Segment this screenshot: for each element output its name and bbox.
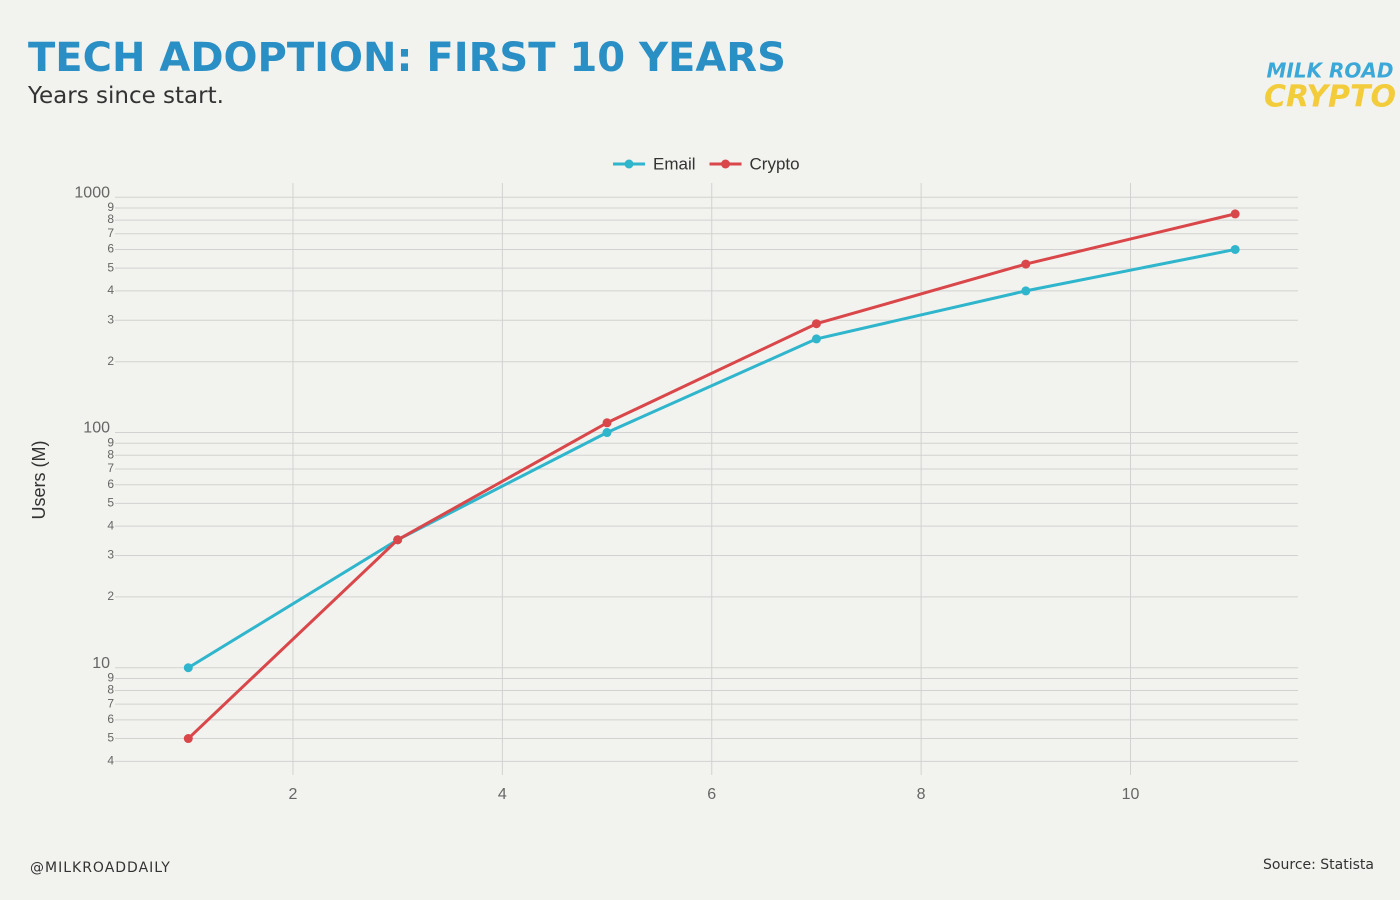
data-point	[1021, 259, 1031, 269]
data-point	[602, 418, 612, 428]
y-tick-label: 4	[107, 754, 114, 768]
y-tick-label: 3	[107, 312, 114, 326]
y-tick-label: 9	[107, 671, 114, 685]
chart-title: TECH ADOPTION: FIRST 10 YEARS	[28, 35, 786, 81]
y-tick-label: 1000	[74, 184, 110, 201]
legend-label: Email	[653, 154, 696, 173]
y-tick-label: 8	[107, 683, 114, 697]
data-point	[1230, 209, 1240, 219]
data-point	[1021, 286, 1031, 296]
chart-subtitle: Years since start.	[27, 83, 224, 109]
legend-label: Crypto	[750, 154, 800, 173]
y-tick-label: 3	[107, 548, 114, 562]
y-tick-label: 7	[107, 461, 114, 475]
y-tick-label: 7	[107, 226, 114, 240]
data-point	[183, 663, 193, 673]
y-tick-label: 10	[92, 655, 110, 672]
y-tick-label: 8	[107, 212, 114, 226]
data-point	[1230, 244, 1240, 254]
footer-source: Source: Statista	[1263, 857, 1374, 873]
y-axis-title: Users (M)	[29, 441, 49, 520]
data-point	[811, 319, 821, 329]
y-tick-label: 9	[107, 200, 114, 214]
y-tick-label: 9	[107, 435, 114, 449]
y-tick-label: 6	[107, 712, 114, 726]
plot: 2 4 6 8 104567891023456789100234567891000Ema…	[74, 154, 1298, 803]
y-tick-label: 100	[83, 420, 110, 437]
data-point	[811, 334, 821, 344]
y-tick-label: 8	[107, 447, 114, 461]
y-tick-label: 7	[107, 696, 114, 710]
x-tick-label: 10	[1122, 786, 1140, 803]
x-tick-label: 8	[917, 786, 926, 803]
series-line	[187, 212, 1236, 740]
logo-bottom: CRYPTO	[1264, 80, 1396, 115]
x-tick-label: 6	[707, 786, 716, 803]
x-tick-label: 2	[289, 786, 298, 803]
x-tick-label: 4	[498, 786, 507, 803]
legend-marker	[624, 159, 634, 169]
series-line	[187, 247, 1236, 670]
y-tick-label: 5	[107, 495, 114, 509]
y-tick-label: 4	[107, 518, 114, 532]
y-tick-label: 5	[107, 731, 114, 745]
data-point	[183, 734, 193, 744]
y-tick-label: 6	[107, 477, 114, 491]
legend-marker	[721, 159, 731, 169]
data-point	[393, 535, 403, 545]
y-tick-label: 2	[107, 589, 114, 603]
logo-top: MILK ROAD	[1266, 59, 1393, 83]
y-tick-label: 4	[107, 283, 114, 297]
y-tick-label: 6	[107, 242, 114, 256]
y-tick-label: 2	[107, 354, 114, 368]
footer-handle: @MILKROADDAILY	[30, 860, 171, 876]
data-point	[602, 428, 612, 438]
y-tick-label: 5	[107, 260, 114, 274]
